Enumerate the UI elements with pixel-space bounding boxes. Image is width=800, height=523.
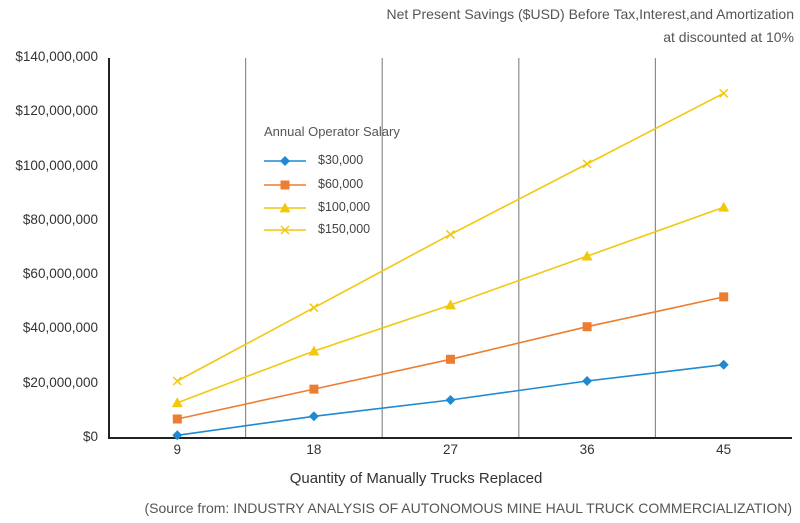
legend-marker-0 bbox=[280, 156, 290, 166]
legend-marker-2 bbox=[279, 202, 291, 213]
source-note: (Source from: INDUSTRY ANALYSIS OF AUTON… bbox=[144, 500, 792, 516]
legend-marker-3 bbox=[280, 225, 290, 235]
y-tick-label: $140,000,000 bbox=[15, 49, 98, 64]
x-tick-label: 45 bbox=[716, 442, 732, 457]
data-point-1-2 bbox=[446, 354, 455, 364]
series-0 bbox=[172, 359, 729, 441]
x-tick-label: 36 bbox=[579, 442, 595, 457]
data-point-3-1 bbox=[309, 303, 319, 313]
series-3 bbox=[172, 88, 729, 386]
y-tick-label: $80,000,000 bbox=[22, 211, 98, 227]
series-1 bbox=[172, 292, 729, 424]
data-point-3-0 bbox=[172, 376, 182, 386]
series-layer bbox=[171, 88, 730, 441]
data-point-0-3 bbox=[582, 376, 593, 386]
data-point-2-2 bbox=[445, 299, 456, 310]
x-tick-label: 18 bbox=[306, 442, 322, 457]
y-tick-label: $100,000,000 bbox=[15, 157, 98, 173]
series-2 bbox=[171, 201, 730, 408]
legend-label: $100,000 bbox=[318, 200, 371, 214]
legend-markers bbox=[264, 156, 306, 235]
chart-title: Net Present Savings ($USD) Before Tax,In… bbox=[386, 6, 795, 22]
data-point-2-0 bbox=[171, 397, 183, 408]
y-tick-label: $40,000,000 bbox=[22, 320, 98, 336]
data-point-2-1 bbox=[308, 345, 320, 356]
legend-label: $60,000 bbox=[318, 177, 364, 191]
data-point-3-4 bbox=[719, 88, 729, 98]
data-point-0-2 bbox=[445, 395, 456, 405]
data-point-1-4 bbox=[719, 292, 729, 302]
y-tick-label: $20,000,000 bbox=[22, 374, 98, 390]
y-tick-label: $120,000,000 bbox=[15, 103, 98, 119]
vertical-gridlines bbox=[245, 58, 657, 438]
x-tick-label: 9 bbox=[173, 442, 182, 457]
legend-title: Annual Operator Salary bbox=[264, 124, 400, 139]
data-point-0-0 bbox=[172, 430, 183, 441]
y-tick-label: $60,000,000 bbox=[22, 266, 98, 282]
data-point-2-3 bbox=[581, 250, 593, 261]
data-point-3-3 bbox=[582, 159, 592, 169]
y-tick-label: $0 bbox=[82, 429, 98, 444]
data-point-1-1 bbox=[309, 384, 319, 394]
axes bbox=[108, 58, 792, 439]
data-point-3-2 bbox=[445, 229, 456, 239]
chart-subtitle: at discounted at 10% bbox=[663, 29, 794, 45]
x-axis-label: Quantity of Manually Trucks Replaced bbox=[289, 470, 543, 487]
data-point-0-4 bbox=[718, 359, 729, 370]
data-point-0-1 bbox=[308, 411, 319, 422]
x-tick-label: 27 bbox=[442, 442, 459, 457]
data-point-1-3 bbox=[582, 322, 592, 332]
data-point-2-4 bbox=[718, 201, 730, 212]
legend-label: $150,000 bbox=[318, 222, 371, 236]
legend-marker-1 bbox=[280, 180, 290, 190]
data-point-1-0 bbox=[172, 414, 182, 424]
legend-label: $30,000 bbox=[318, 153, 364, 167]
